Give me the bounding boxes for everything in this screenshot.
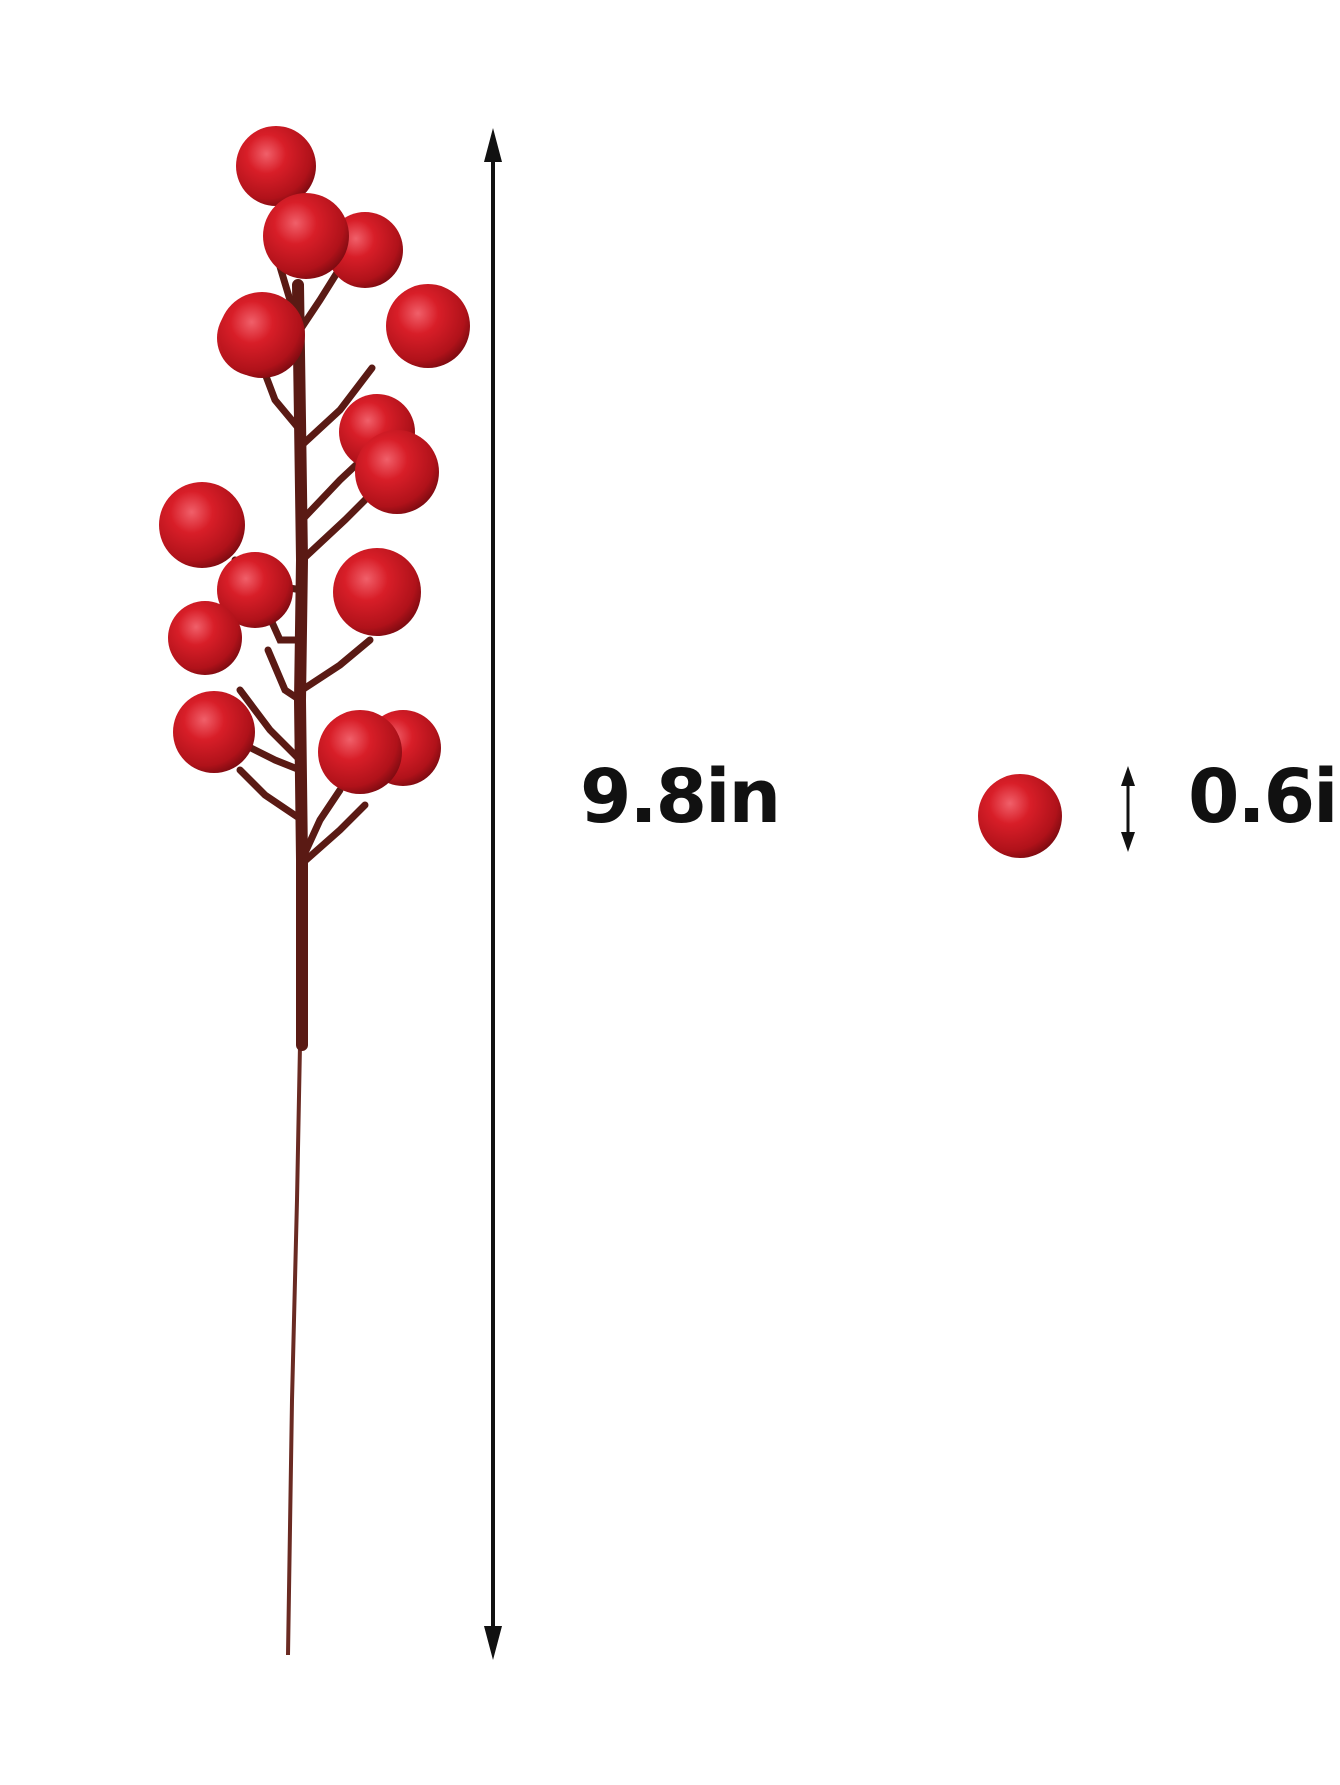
- berry-pick: [159, 126, 470, 1656]
- berry: [263, 193, 349, 279]
- length-label: 9.8in: [580, 754, 781, 840]
- berry: [173, 691, 255, 773]
- wire-stem: [286, 1044, 302, 1656]
- berry: [386, 284, 470, 368]
- berry-diameter-label: 0.6i: [1188, 754, 1338, 840]
- diameter-arrow-icon: [1121, 766, 1135, 852]
- berry: [159, 482, 245, 568]
- berry: [217, 552, 293, 628]
- single-berry: [978, 774, 1062, 858]
- berry: [355, 430, 439, 514]
- main-stem: [292, 279, 309, 1051]
- berry: [333, 548, 421, 636]
- branches: [221, 246, 389, 864]
- length-arrow-icon: [484, 128, 502, 1660]
- berry: [219, 292, 305, 378]
- berry: [236, 126, 316, 206]
- berry: [168, 601, 242, 675]
- berry: [318, 710, 402, 794]
- berries: [159, 126, 470, 794]
